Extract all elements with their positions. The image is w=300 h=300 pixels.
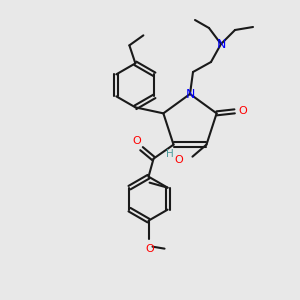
Text: N: N bbox=[185, 88, 195, 100]
Text: O: O bbox=[238, 106, 247, 116]
Text: N: N bbox=[216, 38, 226, 50]
Text: O: O bbox=[145, 244, 154, 254]
Text: O: O bbox=[174, 155, 183, 165]
Text: H: H bbox=[166, 149, 173, 159]
Text: O: O bbox=[132, 136, 141, 146]
